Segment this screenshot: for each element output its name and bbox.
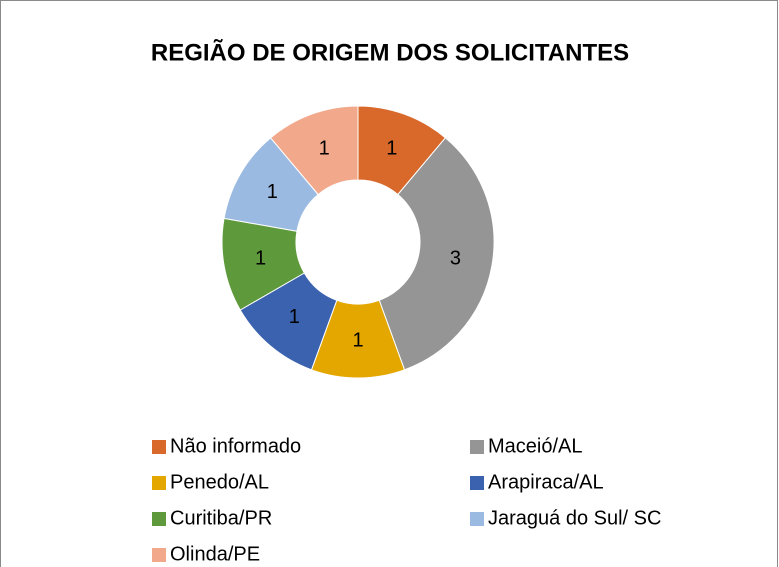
legend-label: Olinda/PE: [170, 543, 260, 565]
data-label: 1: [386, 137, 397, 159]
data-label: 1: [289, 306, 300, 328]
data-label: 1: [352, 329, 363, 351]
legend-swatch: [470, 440, 484, 454]
legend-label: Penedo/AL: [170, 471, 269, 493]
data-label: 1: [267, 181, 278, 203]
legend-swatch: [470, 512, 484, 526]
data-label: 1: [319, 137, 330, 159]
donut-slice: [378, 137, 495, 371]
legend-swatch: [470, 476, 484, 490]
legend-label: Curitiba/PR: [170, 507, 272, 529]
legend-label: Arapiraca/AL: [488, 471, 604, 493]
legend-label: Jaraguá do Sul/ SC: [488, 507, 661, 529]
legend-label: Não informado: [170, 435, 301, 457]
donut-slice: [269, 105, 359, 196]
legend-swatch: [152, 512, 166, 526]
legend-swatch: [152, 548, 166, 562]
legend-label: Maceió/AL: [488, 435, 583, 457]
legend-swatch: [152, 440, 166, 454]
data-label: 3: [450, 247, 461, 269]
legend-swatch: [152, 476, 166, 490]
chart-title: REGIÃO DE ORIGEM DOS SOLICITANTES: [151, 38, 629, 66]
data-label: 1: [255, 247, 266, 269]
